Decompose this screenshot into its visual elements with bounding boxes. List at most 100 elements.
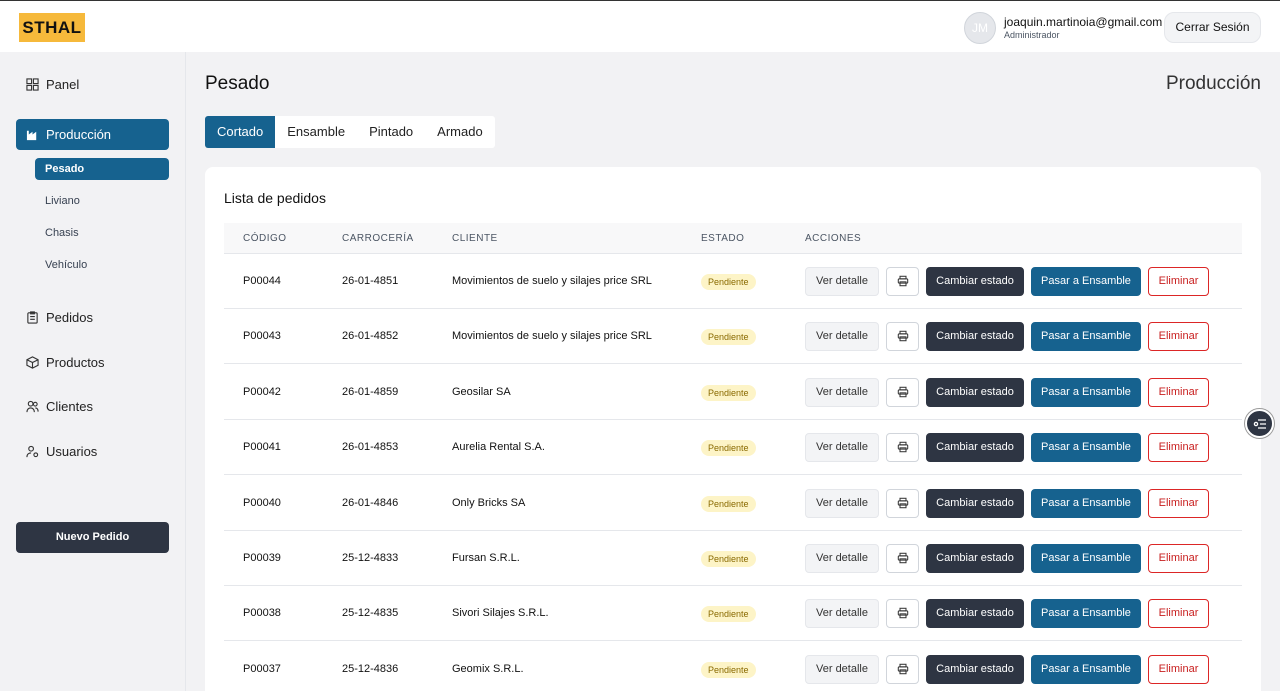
subitem-pesado[interactable]: Pesado (35, 158, 169, 180)
subitem-chasis[interactable]: Chasis (45, 227, 79, 239)
change-state-button[interactable]: Cambiar estado (926, 433, 1024, 462)
change-state-button[interactable]: Cambiar estado (926, 378, 1024, 407)
printer-icon (897, 497, 908, 509)
logout-button[interactable]: Cerrar Sesión (1164, 12, 1261, 43)
view-detail-button[interactable]: Ver detalle (805, 322, 879, 351)
card-title: Lista de pedidos (224, 190, 326, 206)
view-detail-button[interactable]: Ver detalle (805, 433, 879, 462)
top-bar: STHAL JM joaquin.martinoia@gmail.com Adm… (0, 0, 1280, 52)
sidebar-item-label: Usuarios (46, 444, 98, 459)
print-button[interactable] (886, 378, 919, 407)
user-email: joaquin.martinoia@gmail.com (1004, 15, 1163, 29)
printer-icon (897, 275, 908, 287)
delete-button[interactable]: Eliminar (1148, 322, 1209, 351)
print-button[interactable] (886, 655, 919, 684)
delete-button[interactable]: Eliminar (1148, 433, 1209, 462)
column-header-code: CÓDIGO (243, 233, 287, 244)
factory-icon (26, 130, 37, 141)
tab-cortado[interactable]: Cortado (205, 116, 276, 148)
view-detail-button[interactable]: Ver detalle (805, 267, 879, 296)
new-order-button[interactable]: Nuevo Pedido (16, 522, 169, 553)
printer-icon (897, 441, 908, 453)
sidebar: Panel Producción Pesado Liviano Chasis V… (0, 52, 186, 691)
delete-button[interactable]: Eliminar (1148, 655, 1209, 684)
view-detail-button[interactable]: Ver detalle (805, 489, 879, 518)
settings-list-icon (1253, 419, 1266, 429)
next-stage-button[interactable]: Pasar a Ensamble (1031, 433, 1141, 462)
print-button[interactable] (886, 433, 919, 462)
subitem-vehiculo[interactable]: Vehículo (45, 259, 88, 271)
change-state-button[interactable]: Cambiar estado (926, 544, 1024, 573)
tab-armado[interactable]: Armado (437, 124, 483, 139)
floating-menu-button[interactable] (1245, 409, 1274, 438)
cell-code: P00037 (243, 663, 281, 675)
cell-client: Aurelia Rental S.A. (452, 441, 545, 453)
status-badge: Pendiente (701, 274, 756, 290)
change-state-button[interactable]: Cambiar estado (926, 489, 1024, 518)
delete-button[interactable]: Eliminar (1148, 489, 1209, 518)
change-state-button[interactable]: Cambiar estado (926, 599, 1024, 628)
delete-button[interactable]: Eliminar (1148, 599, 1209, 628)
status-badge: Pendiente (701, 385, 756, 401)
printer-icon (897, 330, 908, 342)
subitem-liviano[interactable]: Liviano (45, 195, 80, 207)
cell-body: 26-01-4853 (342, 441, 399, 453)
box-icon (26, 356, 39, 369)
next-stage-button[interactable]: Pasar a Ensamble (1031, 489, 1141, 518)
cell-client: Geomix S.R.L. (452, 663, 524, 675)
status-badge: Pendiente (701, 662, 756, 678)
view-detail-button[interactable]: Ver detalle (805, 544, 879, 573)
table-row: P00041 26-01-4853 Aurelia Rental S.A. Pe… (224, 420, 1242, 475)
next-stage-button[interactable]: Pasar a Ensamble (1031, 378, 1141, 407)
sidebar-item-clientes[interactable]: Clientes (16, 391, 169, 422)
printer-icon (897, 663, 908, 675)
sidebar-item-pedidos[interactable]: Pedidos (16, 302, 169, 333)
next-stage-button[interactable]: Pasar a Ensamble (1031, 599, 1141, 628)
stage-tabs: Cortado Ensamble Pintado Armado (205, 116, 495, 148)
cell-client: Movimientos de suelo y silajes price SRL (452, 330, 652, 342)
tab-ensamble[interactable]: Ensamble (287, 124, 346, 139)
printer-icon (897, 386, 908, 398)
sidebar-item-usuarios[interactable]: Usuarios (16, 436, 169, 467)
next-stage-button[interactable]: Pasar a Ensamble (1031, 267, 1141, 296)
cell-body: 25-12-4833 (342, 552, 399, 564)
cell-code: P00043 (243, 330, 281, 342)
delete-button[interactable]: Eliminar (1148, 544, 1209, 573)
user-gear-icon (26, 445, 39, 458)
table-row: P00043 26-01-4852 Movimientos de suelo y… (224, 309, 1242, 364)
delete-button[interactable]: Eliminar (1148, 267, 1209, 296)
change-state-button[interactable]: Cambiar estado (926, 655, 1024, 684)
next-stage-button[interactable]: Pasar a Ensamble (1031, 655, 1141, 684)
cell-code: P00039 (243, 552, 281, 564)
delete-button[interactable]: Eliminar (1148, 378, 1209, 407)
print-button[interactable] (886, 267, 919, 296)
tab-pintado[interactable]: Pintado (369, 124, 414, 139)
print-button[interactable] (886, 322, 919, 351)
cell-client: Sivori Silajes S.R.L. (452, 607, 549, 619)
view-detail-button[interactable]: Ver detalle (805, 599, 879, 628)
print-button[interactable] (886, 544, 919, 573)
change-state-button[interactable]: Cambiar estado (926, 267, 1024, 296)
table-row: P00042 26-01-4859 Geosilar SA Pendiente … (224, 365, 1242, 420)
printer-icon (897, 552, 908, 564)
app-logo[interactable]: STHAL (19, 13, 85, 42)
next-stage-button[interactable]: Pasar a Ensamble (1031, 322, 1141, 351)
page-title: Pesado (205, 73, 270, 94)
cell-client: Only Bricks SA (452, 497, 526, 509)
print-button[interactable] (886, 599, 919, 628)
next-stage-button[interactable]: Pasar a Ensamble (1031, 544, 1141, 573)
cell-code: P00042 (243, 386, 281, 398)
status-badge: Pendiente (701, 606, 756, 622)
cell-body: 25-12-4836 (342, 663, 399, 675)
table-row: P00038 25-12-4835 Sivori Silajes S.R.L. … (224, 586, 1242, 641)
change-state-button[interactable]: Cambiar estado (926, 322, 1024, 351)
sidebar-item-productos[interactable]: Productos (16, 347, 169, 378)
sidebar-item-label: Producción (46, 127, 112, 142)
view-detail-button[interactable]: Ver detalle (805, 378, 879, 407)
sidebar-item-produccion[interactable]: Producción (16, 119, 169, 150)
avatar: JM (964, 12, 996, 44)
print-button[interactable] (886, 489, 919, 518)
view-detail-button[interactable]: Ver detalle (805, 655, 879, 684)
cell-body: 26-01-4852 (342, 330, 399, 342)
sidebar-item-panel[interactable]: Panel (16, 69, 169, 100)
